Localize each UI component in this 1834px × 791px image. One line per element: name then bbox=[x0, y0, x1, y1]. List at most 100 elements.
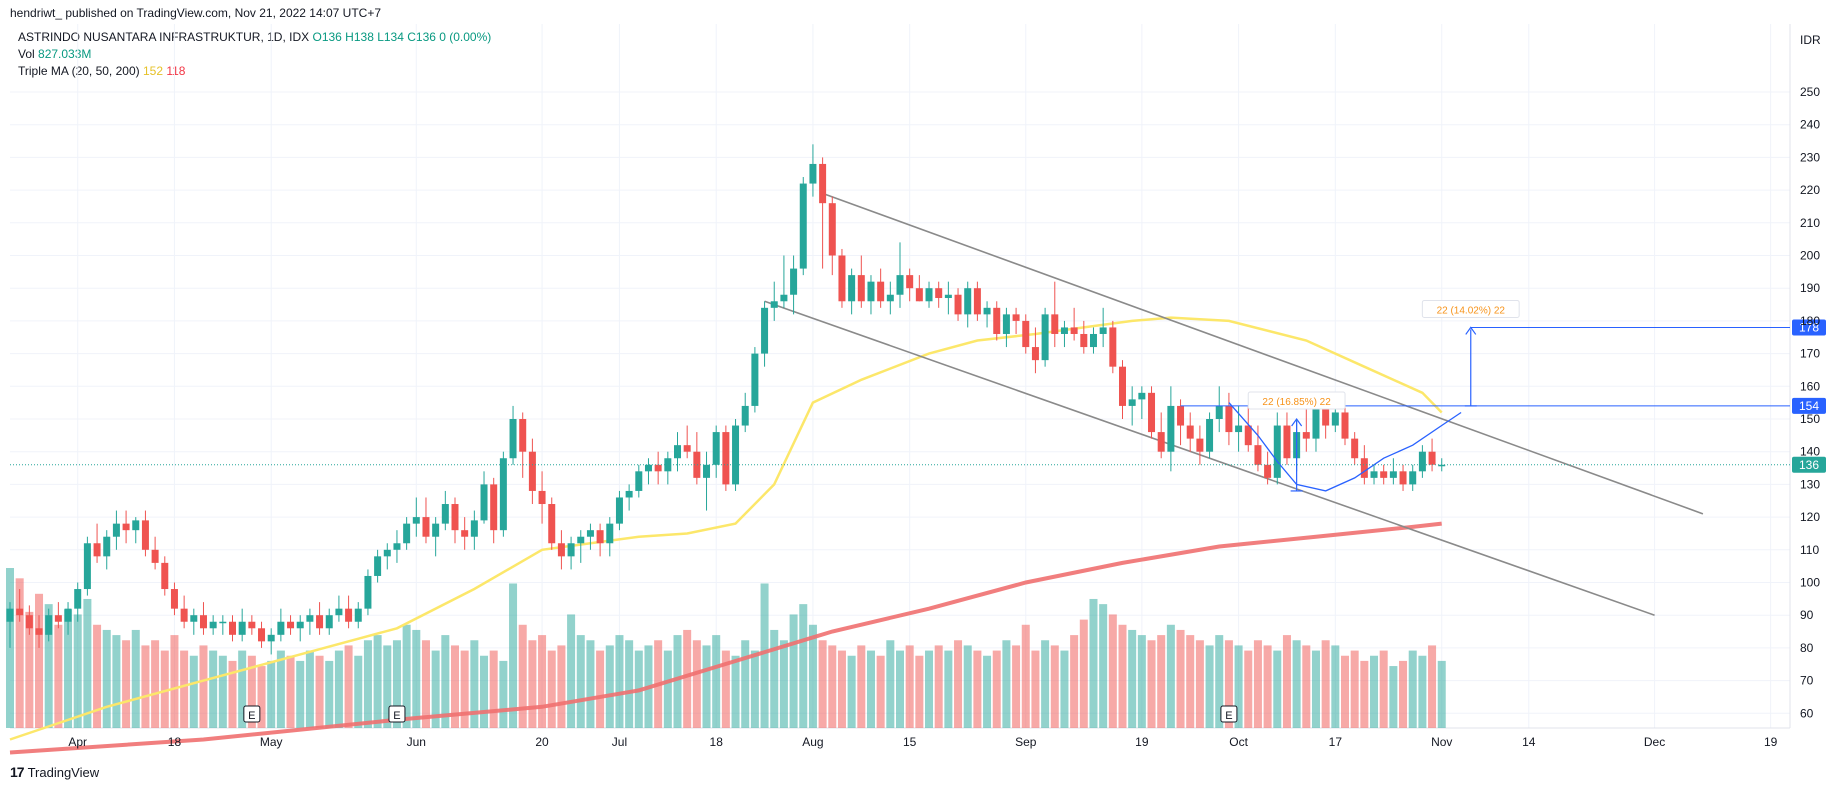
candle-body bbox=[112, 523, 120, 537]
volume-bar bbox=[779, 640, 788, 728]
level-178-label: 178 bbox=[1799, 320, 1819, 334]
candle-body bbox=[296, 621, 304, 629]
volume-bar bbox=[35, 593, 44, 728]
volume-bar bbox=[1186, 635, 1195, 728]
measure-big-label: 22 (14.02%) 22 bbox=[1437, 305, 1506, 316]
candle-body bbox=[74, 589, 82, 609]
volume-label[interactable]: Vol bbox=[18, 47, 35, 61]
candle-body bbox=[1012, 314, 1020, 321]
x-tick-label: 15 bbox=[903, 735, 917, 749]
measure-small-label-box bbox=[1247, 391, 1346, 410]
candle-body bbox=[1302, 432, 1310, 439]
candle-body bbox=[1148, 392, 1156, 433]
y-tick-label: 120 bbox=[1800, 510, 1820, 524]
candle-body bbox=[848, 275, 856, 302]
ma50-line bbox=[9, 316, 1443, 741]
volume-bar bbox=[1079, 619, 1088, 728]
candle-body bbox=[625, 490, 633, 498]
candle-body bbox=[1399, 471, 1407, 485]
ma200-line bbox=[9, 521, 1442, 755]
volume-bar bbox=[770, 629, 779, 728]
footer-brand: 17 TradingView bbox=[10, 764, 99, 780]
candle-body bbox=[16, 608, 24, 616]
candle-body bbox=[761, 307, 769, 354]
candle-body bbox=[944, 294, 952, 299]
candle-body bbox=[615, 497, 623, 524]
volume-bar bbox=[741, 640, 750, 728]
tradingview-logo-icon: 17 bbox=[10, 764, 25, 780]
candle-body bbox=[132, 520, 140, 531]
candle-body bbox=[1051, 314, 1059, 334]
ma-line: Triple MA (20, 50, 200) 152 118 bbox=[18, 63, 491, 80]
volume-bar bbox=[421, 640, 430, 728]
volume-bar bbox=[992, 650, 1001, 728]
volume-bar bbox=[721, 650, 730, 728]
volume-bar bbox=[112, 635, 121, 728]
volume-bar bbox=[180, 650, 189, 728]
volume-bar bbox=[1128, 629, 1137, 728]
candle-body bbox=[432, 523, 440, 537]
volume-bar bbox=[692, 640, 701, 728]
candle-body bbox=[557, 543, 565, 557]
volume-bar bbox=[334, 650, 343, 728]
candle-body bbox=[838, 255, 846, 302]
ma-label[interactable]: Triple MA (20, 50, 200) bbox=[18, 64, 140, 78]
candle-body bbox=[170, 589, 178, 609]
candle-body bbox=[867, 281, 875, 302]
footer-brand-text[interactable]: TradingView bbox=[27, 764, 100, 780]
volume-bar bbox=[1147, 640, 1156, 728]
y-tick-label: 70 bbox=[1800, 674, 1814, 688]
symbol-legend: ASTRINDO NUSANTARA INFRASTRUKTUR, 1D, ID… bbox=[18, 29, 491, 80]
volume-bar bbox=[15, 578, 24, 728]
volume-bar bbox=[451, 645, 459, 728]
candle-body bbox=[703, 464, 711, 478]
volume-bar bbox=[151, 640, 160, 728]
candle-body bbox=[1235, 425, 1243, 433]
candle-body bbox=[674, 445, 681, 459]
volume-bar bbox=[489, 650, 498, 728]
candle-body bbox=[1360, 458, 1368, 478]
volume-bar bbox=[1292, 640, 1301, 728]
volume-bar bbox=[83, 598, 92, 728]
y-tick-label: 190 bbox=[1800, 281, 1820, 295]
volume-bar bbox=[605, 645, 614, 728]
symbol-title[interactable]: ASTRINDO NUSANTARA INFRASTRUKTUR, 1D, ID… bbox=[18, 30, 310, 44]
volume-bar bbox=[837, 650, 846, 728]
measure-big-arrow-head bbox=[1465, 326, 1477, 335]
volume-bar bbox=[54, 624, 63, 728]
candle-body bbox=[1370, 471, 1378, 478]
candle-body bbox=[180, 608, 188, 622]
volume-bar bbox=[983, 655, 992, 728]
candle-body bbox=[586, 530, 594, 537]
candle-body bbox=[732, 425, 740, 485]
volume-bar bbox=[567, 614, 576, 728]
volume-bar bbox=[1060, 650, 1069, 728]
volume-bar bbox=[1215, 635, 1224, 728]
candle-body bbox=[1070, 327, 1078, 334]
volume-bar bbox=[683, 629, 692, 728]
volume-bar bbox=[934, 645, 943, 728]
volume-bar bbox=[296, 660, 305, 728]
candle-body bbox=[790, 268, 798, 295]
volume-bar bbox=[1341, 655, 1349, 728]
candle-body bbox=[770, 301, 778, 308]
y-tick-label: 230 bbox=[1800, 150, 1820, 164]
volume-bar bbox=[1437, 660, 1446, 728]
volume-bar bbox=[315, 655, 324, 728]
measure-small-arrow-head bbox=[1291, 417, 1303, 427]
earnings-marker-label: E bbox=[248, 710, 255, 722]
x-tick-label: Aug bbox=[802, 735, 823, 749]
volume-bar bbox=[586, 640, 595, 728]
candle-body bbox=[35, 628, 43, 635]
candle-body bbox=[886, 294, 894, 302]
candle-body bbox=[1409, 471, 1417, 485]
volume-bar bbox=[828, 645, 837, 728]
earnings-marker bbox=[388, 705, 406, 723]
y-tick-label: 60 bbox=[1800, 706, 1814, 720]
volume-bar bbox=[528, 640, 537, 728]
candle-body bbox=[1186, 425, 1194, 439]
candle-body bbox=[644, 464, 652, 472]
candle-body bbox=[741, 405, 749, 426]
candle-body bbox=[248, 621, 256, 629]
